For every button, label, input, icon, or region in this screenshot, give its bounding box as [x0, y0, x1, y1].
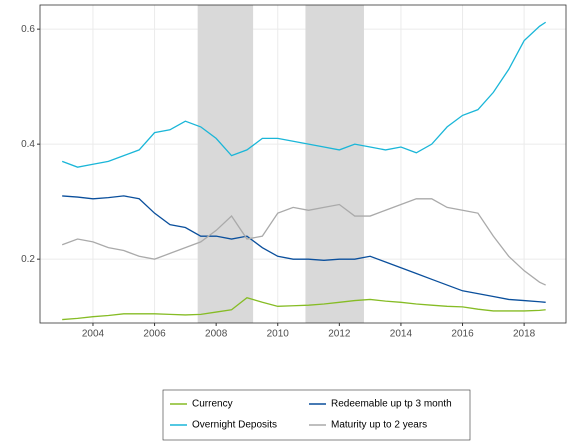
shaded-period — [305, 5, 364, 323]
series-line — [61, 198, 546, 286]
shaded-period — [197, 5, 254, 323]
y-tick-label: 0.6 — [21, 24, 35, 35]
legend: Currency Redeemable up tp 3 month Overnigh… — [162, 389, 471, 441]
legend-label: Maturity up to 2 years — [331, 420, 427, 431]
x-tick-label: 2016 — [451, 329, 474, 340]
y-tick-label: 0.4 — [21, 139, 35, 150]
plot-border — [39, 4, 567, 324]
legend-box — [162, 389, 471, 441]
x-tick-label: 2018 — [513, 329, 536, 340]
x-tick-label: 2010 — [267, 329, 290, 340]
x-tick-label: 2012 — [328, 329, 351, 340]
x-tick-label: 2008 — [205, 329, 228, 340]
x-tick-label: 2004 — [82, 329, 105, 340]
x-tick-label: 2014 — [390, 329, 413, 340]
series-line — [61, 21, 547, 168]
x-tick-label: 2006 — [143, 329, 166, 340]
series-line — [62, 296, 546, 321]
legend-label: Currency — [192, 399, 233, 410]
legend-label: Overnight Deposits — [192, 420, 277, 431]
plot-background — [40, 5, 566, 323]
y-tick-label: 0.2 — [21, 254, 35, 265]
series-line — [62, 195, 546, 303]
legend-label: Redeemable up tp 3 month — [331, 399, 452, 410]
